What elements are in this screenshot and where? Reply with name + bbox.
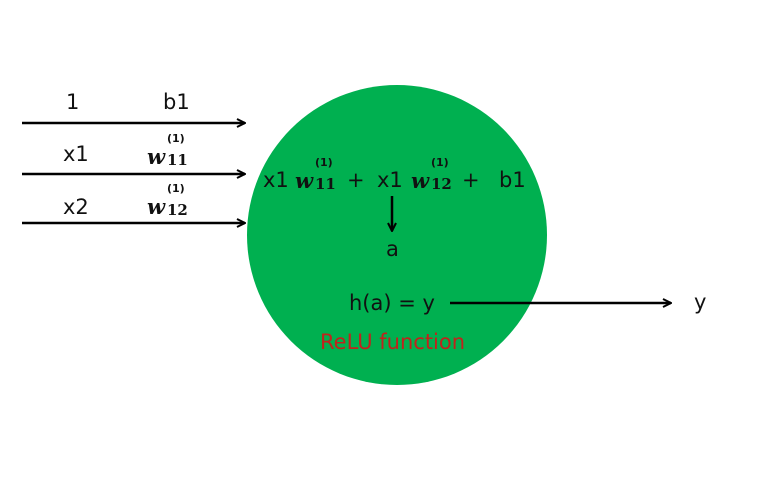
input-3-weight-superscript: (1) — [167, 182, 185, 195]
activation-function-name: ReLU function — [320, 330, 466, 354]
activation-equation: h(a) = y — [349, 291, 435, 315]
output-label: y — [694, 290, 707, 314]
input-2-weight-subscript: 11 — [167, 151, 188, 169]
input-3-weight-subscript: 12 — [167, 201, 188, 219]
sum-term1-weight-symbol: w — [295, 168, 314, 193]
input-3-value: x2 — [63, 195, 89, 219]
sum-term1-var: x1 — [263, 168, 289, 192]
neuron-circle — [247, 85, 547, 385]
sum-term2-var: x1 — [377, 168, 403, 192]
input-3-weight-symbol: w — [147, 194, 166, 219]
input-2-weight-superscript: (1) — [167, 132, 185, 145]
input-2-weight-symbol: w — [147, 144, 166, 169]
sum-term2-weight: w (1) 12 — [411, 157, 452, 193]
sum-term2-weight-symbol: w — [411, 168, 430, 193]
input-1-bias-label: b1 — [163, 90, 190, 114]
sum-plus-1: + — [347, 168, 365, 192]
sum-term1-weight: w (1) 11 — [295, 157, 336, 193]
sum-term1-weight-subscript: 11 — [315, 175, 336, 193]
input-2-value: x1 — [63, 142, 89, 166]
sum-plus-2: + — [462, 168, 480, 192]
sum-bias: b1 — [499, 168, 526, 192]
input-3-weight: w (1) 12 — [147, 183, 188, 219]
sum-term2-weight-subscript: 12 — [431, 175, 452, 193]
sum-term2-weight-superscript: (1) — [431, 156, 449, 169]
input-2-weight: w (1) 11 — [147, 133, 188, 169]
sum-term1-weight-superscript: (1) — [315, 156, 333, 169]
input-1-value: 1 — [66, 90, 80, 114]
pre-activation-label: a — [386, 237, 399, 261]
